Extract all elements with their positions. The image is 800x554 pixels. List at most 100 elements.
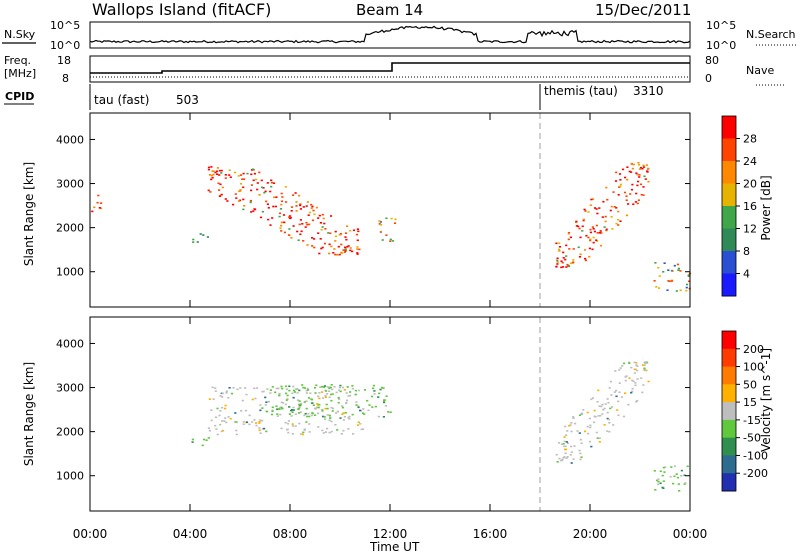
range-time-cell — [302, 431, 305, 434]
range-time-cell — [377, 415, 380, 418]
power-panel: 1000 2000 3000 4000 Slant Range [km] 4 8 12 16… — [22, 112, 773, 308]
range-time-cell — [298, 412, 301, 414]
range-time-cell — [617, 194, 620, 196]
colorbar-tick-label: -100 — [743, 449, 768, 462]
range-time-cell — [253, 387, 256, 390]
nsearch-label: N.Search — [746, 28, 796, 41]
range-time-cell — [292, 389, 296, 392]
range-time-cell — [207, 437, 210, 439]
range-time-cell — [242, 423, 245, 425]
range-time-cell — [351, 385, 354, 387]
range-time-cell — [688, 280, 691, 283]
range-time-cell — [576, 430, 579, 432]
colorbar-swatch — [722, 402, 736, 421]
range-time-cell — [598, 441, 601, 443]
range-time-cell — [284, 403, 287, 406]
range-time-cell — [379, 224, 383, 226]
range-time-cell — [338, 386, 341, 389]
range-time-cell — [636, 202, 639, 205]
range-time-cell — [271, 386, 274, 388]
range-time-cell — [595, 224, 598, 227]
range-time-cell — [292, 406, 295, 409]
range-time-cell — [565, 441, 568, 443]
range-time-cell — [363, 389, 367, 391]
range-time-cell — [313, 387, 317, 389]
range-time-cell — [582, 218, 585, 221]
range-time-cell — [389, 238, 392, 241]
x-tick-label: 20:00 — [573, 527, 608, 541]
range-time-cell — [266, 203, 269, 205]
range-time-cell — [321, 246, 324, 249]
range-time-cell — [210, 419, 213, 422]
range-time-cell — [219, 395, 222, 397]
range-time-cell — [337, 401, 340, 404]
range-time-cell — [249, 199, 252, 202]
range-time-cell — [269, 392, 272, 394]
range-time-cell — [675, 290, 678, 292]
range-time-cell — [339, 384, 342, 387]
range-time-cell — [613, 391, 616, 393]
range-time-cell — [577, 246, 580, 249]
range-time-cell — [579, 452, 582, 455]
cpid-panel: CPID tau (fast) 503 themis (tau) 3310 — [4, 84, 664, 110]
range-time-cell — [357, 389, 360, 392]
range-time-cell — [558, 457, 561, 460]
range-time-cell — [389, 240, 392, 242]
range-time-cell — [631, 167, 634, 170]
range-time-cell — [239, 174, 243, 176]
range-time-cell — [644, 369, 647, 372]
range-time-cell — [565, 266, 568, 268]
range-time-cell — [320, 228, 323, 231]
range-time-cell — [308, 431, 311, 433]
range-time-cell — [280, 408, 283, 410]
range-time-cell — [314, 392, 317, 394]
range-time-cell — [304, 226, 307, 228]
range-time-cell — [638, 174, 641, 176]
range-time-cell — [321, 410, 324, 413]
range-time-cell — [267, 207, 270, 209]
x-tick-label: 00:00 — [673, 527, 708, 541]
colorbar-swatch — [722, 473, 736, 492]
range-time-cell — [646, 171, 649, 173]
range-time-cell — [216, 407, 219, 410]
range-time-cell — [588, 440, 591, 443]
range-time-cell — [625, 199, 628, 201]
range-time-cell — [588, 247, 591, 250]
range-time-cell — [378, 392, 381, 395]
range-time-cell — [631, 390, 634, 393]
range-time-cell — [374, 405, 377, 408]
range-time-cell — [661, 486, 664, 489]
range-time-cell — [306, 415, 309, 418]
range-time-cell — [310, 203, 313, 206]
range-time-cell — [657, 480, 660, 483]
range-time-cell — [603, 424, 606, 426]
range-time-cell — [261, 428, 264, 430]
range-time-cell — [595, 431, 598, 434]
colorbar-swatch — [722, 455, 736, 474]
range-time-cell — [632, 203, 635, 205]
range-time-cell — [307, 214, 310, 216]
range-time-cell — [218, 174, 221, 176]
range-time-cell — [593, 409, 596, 412]
range-time-cell — [341, 386, 344, 389]
range-time-cell — [610, 394, 613, 396]
range-time-cell — [604, 220, 607, 223]
range-time-cell — [683, 483, 686, 485]
cpid-number-1: 503 — [176, 93, 199, 107]
range-time-cell — [212, 398, 215, 400]
range-time-cell — [284, 186, 287, 188]
range-time-cell — [589, 239, 592, 242]
range-time-cell — [617, 414, 620, 417]
range-time-cell — [356, 424, 360, 426]
range-time-cell — [555, 453, 558, 456]
range-time-cell — [318, 403, 321, 406]
range-time-cell — [687, 274, 690, 276]
range-time-cell — [667, 269, 670, 271]
range-time-cell — [245, 421, 249, 423]
range-time-cell — [680, 469, 683, 472]
range-time-cell — [394, 218, 397, 221]
range-time-cell — [590, 398, 593, 401]
range-time-cell — [570, 262, 573, 265]
range-time-cell — [288, 385, 291, 388]
range-time-cell — [685, 289, 688, 292]
